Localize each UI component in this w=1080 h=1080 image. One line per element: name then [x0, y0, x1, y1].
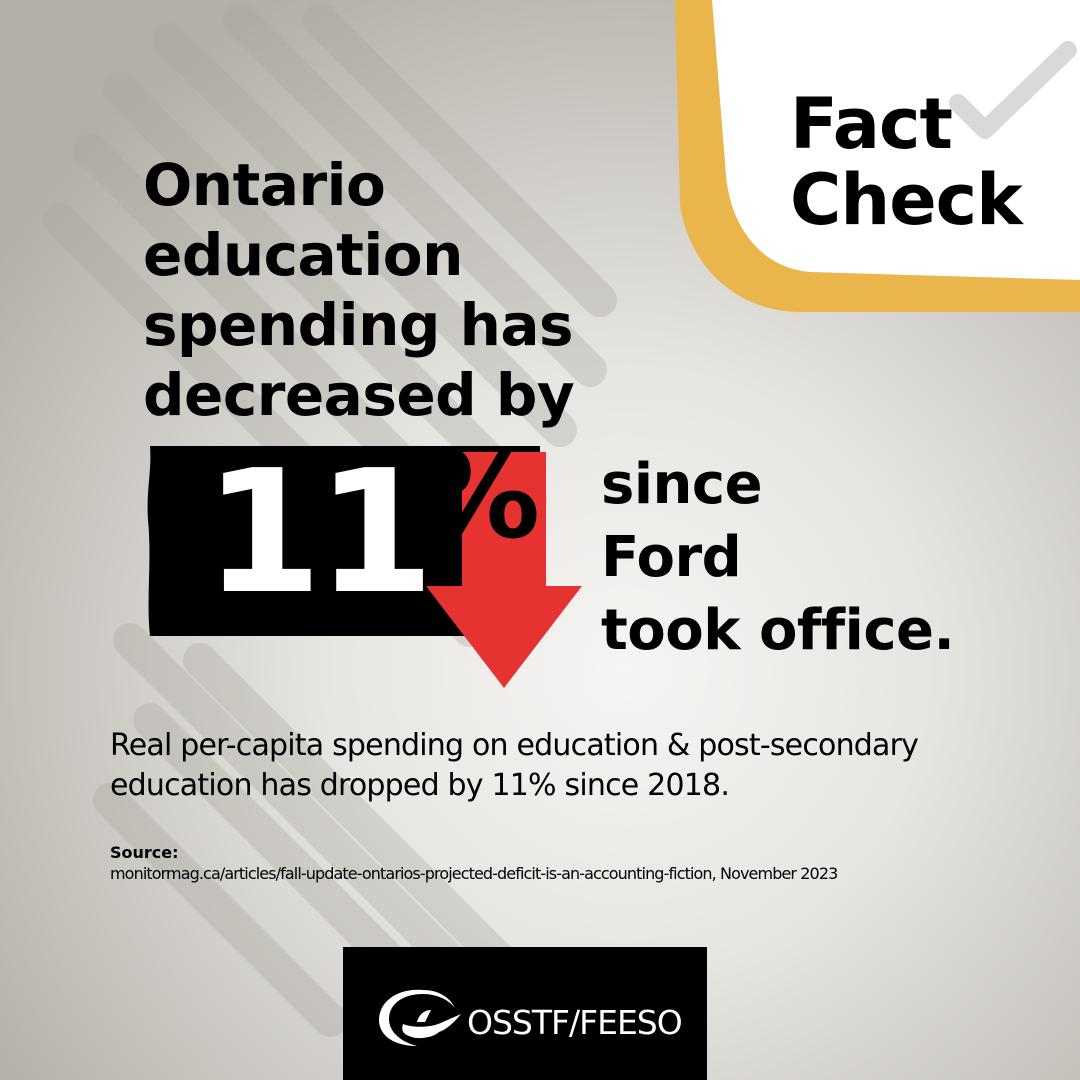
osstf-logo: OSSTF/FEESO: [343, 947, 707, 1080]
headline: Ontario education spending has decreased…: [143, 150, 575, 430]
source-citation: monitormag.ca/articles/fall-update-ontar…: [110, 864, 838, 883]
logo-text: OSSTF/FEESO: [467, 1003, 683, 1042]
headline-line: spending has: [143, 291, 574, 359]
body-line: Real per-capita spending on education & …: [110, 728, 919, 763]
badge-line: Fact: [790, 83, 953, 165]
badge-panel: [712, 0, 1080, 280]
source-label: Source:: [110, 843, 179, 862]
stat-suffix-line: took office.: [601, 598, 955, 663]
stat-number: 11: [204, 434, 435, 632]
stat-suffix-line: since: [601, 452, 763, 517]
body-line: education has dropped by 11% since 2018.: [110, 768, 730, 803]
stat-suffix: since Ford took office.: [601, 448, 955, 667]
fact-check-badge: Fact Check: [790, 83, 1023, 241]
headline-line: decreased by: [143, 361, 575, 429]
down-arrow-icon: [426, 452, 582, 688]
stat-suffix-line: Ford: [601, 525, 742, 590]
checkmark-icon: [949, 41, 1077, 139]
lamp-of-learning-icon: [379, 989, 461, 1046]
badge-line: Check: [790, 159, 1023, 241]
scribble-pattern: [43, 3, 617, 1037]
headline-line: Ontario: [143, 151, 386, 219]
body-text: Real per-capita spending on education & …: [110, 726, 919, 806]
headline-line: education: [143, 221, 463, 289]
stat-percent-symbol: %: [420, 427, 541, 566]
